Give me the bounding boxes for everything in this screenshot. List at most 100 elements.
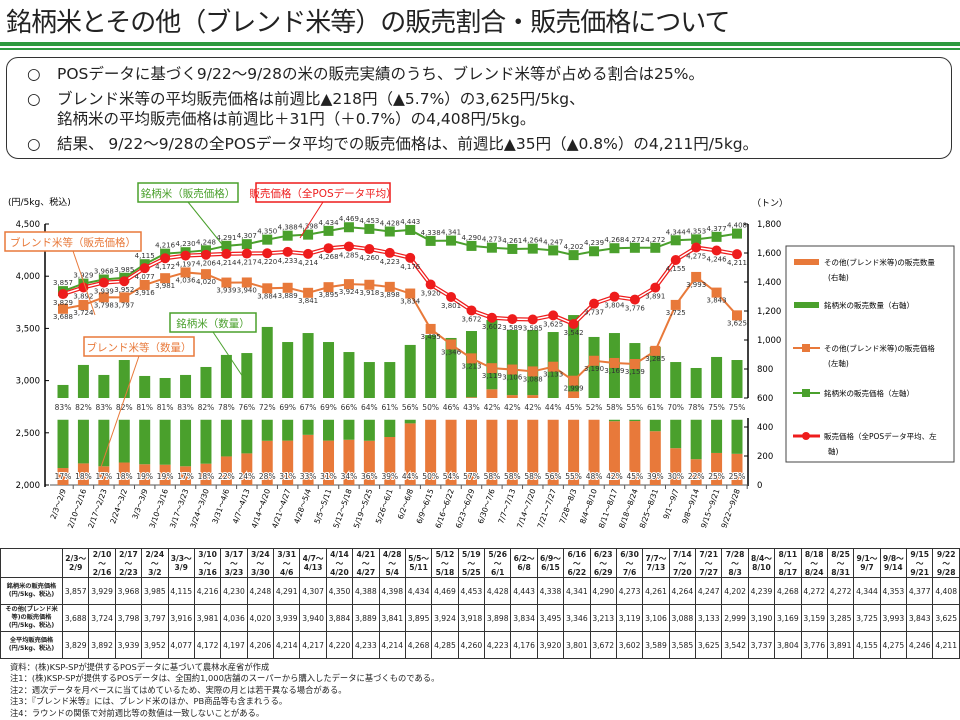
blend-price-data-label: 3,495 (421, 333, 441, 341)
avg-price-marker (670, 255, 681, 266)
avg-price-marker (384, 247, 395, 258)
blend-price-data-label: 3,924 (339, 288, 360, 296)
bar-blend-quantity (57, 468, 69, 485)
blend-share-label: 42% (606, 472, 623, 481)
blend-share-label: 33% (300, 472, 317, 481)
table-header-row: 2/3～ 2/9 2/10～ 2/16 2/17～ 2/23 2/24～ 3/2 3/3～ 3/9… (0, 548, 960, 578)
table-cell: 4,443 (510, 577, 538, 605)
table-cell: 3,106 (642, 604, 670, 632)
table-cell: 4,020 (246, 604, 275, 632)
avg-price-marker (711, 245, 722, 256)
avg-price-marker (200, 249, 211, 260)
table-cell: 4,176 (510, 631, 538, 659)
table-cell: 3,724 (88, 604, 116, 632)
blend-price-data-label: 3,898 (380, 291, 400, 299)
table-row: 銘柄米の販売価格 (円/5kg、税込) 3,857 3,929 3,968 3,985 4,… (0, 577, 960, 605)
brand-price-data-label: 4,272 (625, 236, 645, 244)
bar-blend-quantity (506, 395, 518, 398)
table-week-header: 8/25～ 8/31 (826, 548, 855, 578)
bar-brand-quantity (220, 419, 232, 457)
blend-price-marker (384, 281, 395, 292)
annotation-blend-qty-leader (99, 355, 140, 471)
left-axis-tick-label: 3,500 (16, 324, 40, 334)
blend-share-label: 55% (565, 472, 582, 481)
x-axis-tick-label: 2/17～2/23 (86, 487, 109, 529)
avg-price-data-label: 3,625 (543, 320, 563, 328)
table-cell: 4,291 (272, 577, 301, 605)
avg-price-line-inner (62, 245, 738, 325)
blend-price-data-label: 3,625 (727, 319, 747, 327)
avg-price-data-label: 4,220 (257, 258, 277, 266)
brand-price-marker (650, 242, 661, 253)
combo-chart: (円/5kg、税込) 2,000 2,500 3,000 3,500 4,000 4,500… (4, 182, 955, 529)
table-week-header: 2/17～ 2/23 (114, 548, 143, 578)
bar-blend-quantity (200, 463, 212, 485)
blend-share-label: 19% (136, 472, 153, 481)
avg-price-data-label: 3,920 (421, 290, 441, 298)
brand-price-marker (670, 235, 681, 246)
table-cell: 3,889 (352, 604, 380, 632)
bar-blend-quantity (404, 423, 416, 485)
brand-price-data-label: 4,291 (216, 234, 236, 242)
blend-price-data-label: 3,119 (482, 372, 502, 380)
avg-price-data-label: 4,176 (400, 263, 421, 271)
avg-price-data-label: 3,585 (523, 325, 543, 333)
table-cell: 4,077 (167, 631, 195, 659)
avg-price-marker (180, 250, 191, 261)
avg-price-marker (548, 310, 559, 321)
table-cell: 3,834 (510, 604, 538, 632)
blend-price-marker (446, 339, 457, 350)
table-cell: 3,346 (563, 604, 591, 632)
blend-price-marker (200, 269, 211, 280)
x-axis-tick-label: 9/22～9/28 (719, 487, 742, 529)
brand-price-marker (732, 228, 742, 239)
blend-price-marker (58, 303, 68, 314)
avg-price-data-label: 3,939 (94, 288, 114, 296)
bar-brand-quantity (465, 331, 477, 398)
brand-price-marker (425, 235, 436, 246)
table-week-header: 2/3～ 2/9 (61, 548, 90, 578)
note-4: 注4：ラウンドの関係で対前週比等の数値は一致しないことがある。 (10, 707, 265, 718)
bar-blend-quantity (261, 440, 273, 485)
table-cell: 4,223 (483, 631, 512, 659)
blend-price-data-label: 3,940 (237, 286, 257, 294)
annotation-blend-qty: ブレンド米等（数量） (87, 341, 192, 354)
annotation-blend-price-leader (72, 250, 96, 316)
bar-brand-quantity (323, 342, 335, 398)
table-week-header: 3/3～ 3/9 (167, 548, 195, 578)
bar-brand-quantity (445, 337, 457, 398)
avg-price-data-label: 3,804 (604, 302, 625, 310)
table-cell: 4,290 (589, 577, 617, 605)
table-cell: 3,884 (325, 604, 354, 632)
blend-share-label: 56% (545, 472, 562, 481)
bar-brand-quantity (77, 419, 89, 464)
table-cell: 3,169 (774, 604, 802, 632)
legend-label: (左軸) (828, 358, 849, 368)
blend-price-marker (343, 279, 354, 290)
bar-brand-quantity (649, 346, 661, 398)
avg-price-marker (466, 305, 477, 316)
table-cell: 3,801 (563, 631, 591, 659)
brand-share-label: 52% (586, 403, 603, 412)
blend-price-marker (119, 292, 130, 303)
right-axis-tick-label: 200 (757, 452, 773, 462)
bar-blend-quantity (343, 439, 355, 485)
bar-brand-quantity (425, 335, 437, 398)
blend-share-label: 39% (381, 472, 398, 481)
blend-price-marker (364, 279, 375, 290)
x-axis-tick-label: 3/3～3/9 (130, 487, 149, 520)
table-week-header: 7/21～ 7/27 (694, 548, 723, 578)
avg-price-marker (405, 252, 416, 263)
brand-share-label: 81% (136, 403, 153, 412)
blend-price-marker (303, 287, 314, 298)
table-cell: 3,929 (88, 577, 116, 605)
table-cell: 4,115 (167, 577, 195, 605)
brand-price-data-label: 4,272 (645, 236, 665, 244)
right-axis-tick-label: 400 (757, 423, 773, 433)
blend-share-label: 18% (116, 472, 133, 481)
bar-blend-quantity (690, 459, 702, 485)
bar-brand-quantity (527, 329, 539, 396)
legend-label: その他(ブレンド米等)の販売数量 (824, 257, 935, 267)
blend-share-label: 22% (688, 472, 705, 481)
brand-price-data-label: 3,968 (94, 268, 114, 276)
